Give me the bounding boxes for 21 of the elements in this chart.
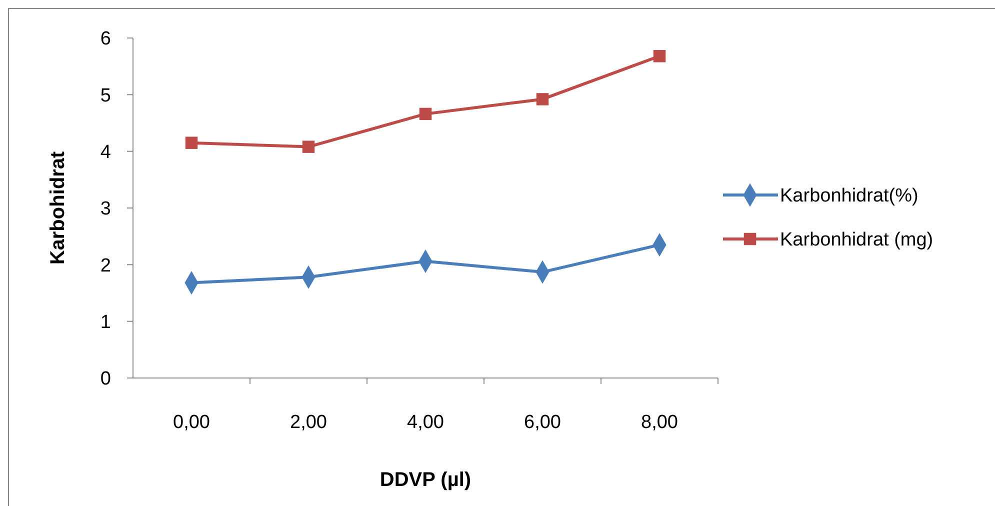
legend-label: Karbonhidrat (mg) bbox=[780, 230, 934, 251]
point bbox=[653, 50, 666, 62]
point bbox=[302, 140, 315, 153]
x-tick-label: 8,00 bbox=[641, 412, 678, 433]
y-tick-label: 6 bbox=[100, 28, 111, 50]
y-tick-label: 1 bbox=[100, 312, 111, 333]
point bbox=[536, 93, 549, 106]
y-tick-label: 5 bbox=[100, 85, 111, 106]
y-tick-label: 2 bbox=[100, 255, 111, 276]
point bbox=[185, 136, 198, 149]
x-tick-label: 0,00 bbox=[173, 412, 210, 433]
point bbox=[419, 108, 432, 120]
x-tick-label: 4,00 bbox=[407, 412, 444, 433]
x-tick-label: 2,00 bbox=[290, 412, 327, 433]
y-tick-label: 4 bbox=[100, 142, 112, 163]
y-axis-title: Karbohidrat bbox=[47, 150, 69, 265]
x-tick-label: 6,00 bbox=[524, 412, 561, 433]
y-tick-label: 3 bbox=[100, 198, 111, 220]
x-axis-title: DDVP (µl) bbox=[380, 469, 472, 491]
legend-label: Karbonhidrat(%) bbox=[780, 186, 918, 207]
y-tick-label: 0 bbox=[100, 368, 111, 390]
